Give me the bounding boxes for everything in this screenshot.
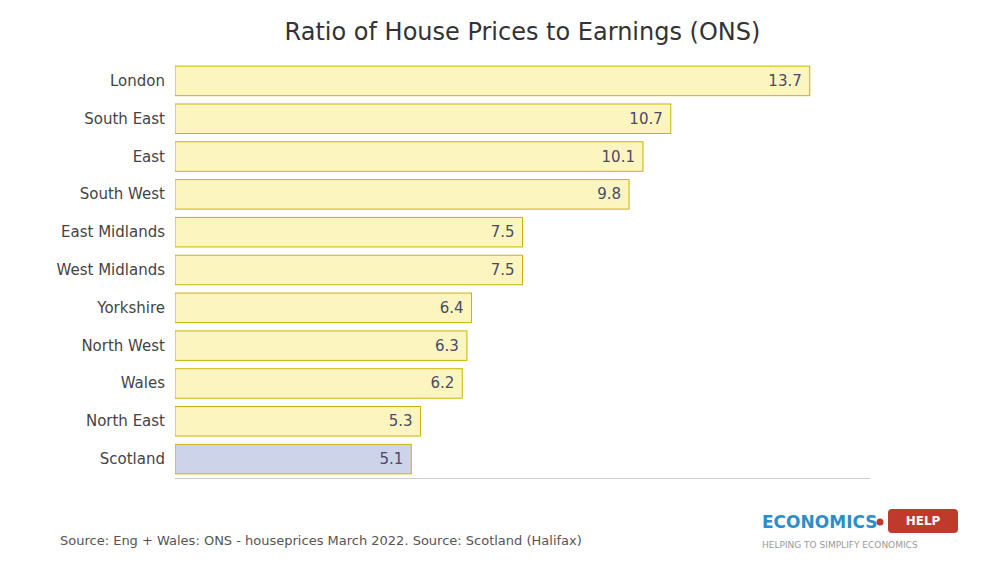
category-label: North East bbox=[86, 412, 165, 430]
logo-tag-text: HELP bbox=[906, 514, 941, 528]
logo-dot bbox=[877, 519, 884, 526]
category-label: South West bbox=[80, 185, 165, 203]
value-label: 6.4 bbox=[440, 299, 464, 317]
value-label: 6.2 bbox=[430, 374, 454, 392]
category-label: London bbox=[110, 72, 165, 90]
category-label: Scotland bbox=[100, 450, 165, 468]
value-label: 5.1 bbox=[379, 450, 403, 468]
bar bbox=[175, 444, 411, 473]
value-label: 10.7 bbox=[629, 110, 662, 128]
tagline: HELPING TO SIMPLIFY ECONOMICS bbox=[762, 540, 918, 550]
value-label: 5.3 bbox=[389, 412, 413, 430]
bar bbox=[175, 255, 523, 284]
value-label: 6.3 bbox=[435, 337, 459, 355]
category-label: Yorkshire bbox=[96, 299, 165, 317]
category-label: East Midlands bbox=[61, 223, 165, 241]
bar bbox=[175, 180, 629, 209]
logo-text: ECONOMICS bbox=[762, 512, 878, 532]
value-label: 13.7 bbox=[768, 72, 801, 90]
bars bbox=[175, 66, 810, 474]
x-axis-line bbox=[175, 478, 870, 479]
value-label: 10.1 bbox=[602, 148, 635, 166]
chart-title: Ratio of House Prices to Earnings (ONS) bbox=[285, 18, 761, 46]
value-label: 9.8 bbox=[597, 185, 621, 203]
chart-container: Ratio of House Prices to Earnings (ONS) S… bbox=[0, 0, 1000, 563]
source-text: Source: Eng + Wales: ONS - houseprices M… bbox=[60, 533, 582, 548]
category-label: Wales bbox=[121, 374, 165, 392]
bar bbox=[175, 142, 643, 171]
value-label: 7.5 bbox=[491, 261, 515, 279]
bar bbox=[175, 104, 671, 133]
value-label: 7.5 bbox=[491, 223, 515, 241]
bar bbox=[175, 66, 810, 95]
bar bbox=[175, 293, 472, 322]
bar bbox=[175, 407, 421, 436]
background bbox=[0, 0, 1000, 563]
bar bbox=[175, 369, 462, 398]
category-label: East bbox=[133, 148, 165, 166]
labels: Scotland 5.1 North East 5.3 Wales 6.2 North We… bbox=[57, 72, 802, 468]
bar bbox=[175, 217, 523, 246]
chart: Ratio of House Prices to Earnings (ONS) S… bbox=[0, 0, 1000, 563]
logo-tag bbox=[888, 509, 958, 533]
category-label: South East bbox=[84, 110, 165, 128]
bar bbox=[175, 331, 467, 360]
category-label: West Midlands bbox=[57, 261, 166, 279]
category-label: North West bbox=[81, 337, 165, 355]
